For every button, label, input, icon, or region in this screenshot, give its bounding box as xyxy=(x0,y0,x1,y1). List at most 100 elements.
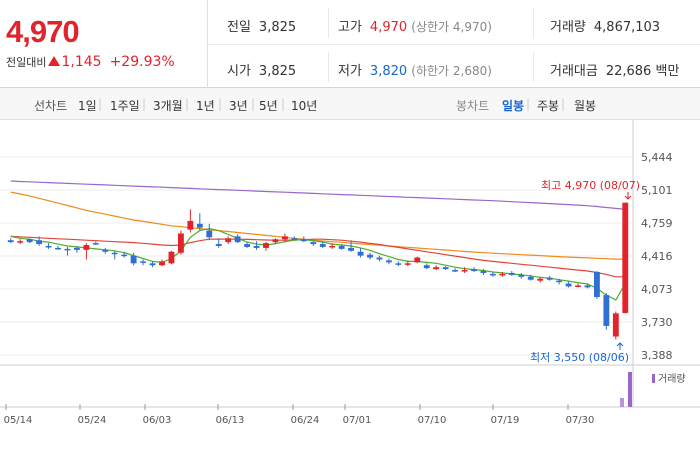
volume-legend-label: 거래량 xyxy=(658,373,686,385)
candle-body xyxy=(367,254,373,258)
stat-label: 전일 xyxy=(227,20,251,35)
divider xyxy=(533,8,534,38)
candle-body xyxy=(471,269,477,272)
candle-body xyxy=(508,272,515,275)
x-tick-label: 07/10 xyxy=(418,415,447,426)
candle-body xyxy=(584,285,591,288)
change-amount: 1,145 xyxy=(61,54,102,70)
separator: | xyxy=(526,97,531,111)
separator: | xyxy=(561,97,566,111)
candle-body xyxy=(225,238,232,243)
divider xyxy=(328,52,329,82)
y-tick-label: 3,388 xyxy=(641,349,673,362)
period-5y[interactable]: 5년 xyxy=(259,99,278,113)
price-header: 4,970 전일대비 1,145 +29.93% 전일 3,825 고가 4,970 (… xyxy=(0,0,700,88)
x-tick-label: 05/24 xyxy=(78,415,107,426)
ma20-line xyxy=(10,235,626,278)
candle-body xyxy=(414,257,421,263)
candle-body xyxy=(442,267,449,270)
stat-value: 4,867,103 xyxy=(593,20,661,35)
stat-sub: (상한가 4,970) xyxy=(411,20,492,34)
candle-body xyxy=(26,239,33,243)
candle-body xyxy=(612,313,619,337)
ma120-line xyxy=(10,180,626,210)
separator: | xyxy=(281,97,286,111)
x-tick-label: 07/01 xyxy=(343,415,372,426)
candle-body xyxy=(196,223,203,228)
candle-body xyxy=(499,273,506,276)
candle-body xyxy=(177,233,184,253)
separator: | xyxy=(98,97,103,111)
candle-body xyxy=(244,244,251,247)
candle-body xyxy=(281,236,288,240)
candle-body xyxy=(329,245,336,248)
candle-body xyxy=(348,247,355,251)
candle-body xyxy=(130,255,137,264)
candle-body xyxy=(357,251,364,256)
candle-daily[interactable]: 일봉 xyxy=(502,99,525,113)
x-tick-label: 07/30 xyxy=(566,415,595,426)
separator: | xyxy=(251,97,256,111)
candle-body xyxy=(45,245,52,248)
stat-value: 3,825 xyxy=(258,20,297,35)
stat-value: 3,825 xyxy=(258,64,297,79)
period-3m[interactable]: 3개월 xyxy=(153,99,183,113)
candle-body xyxy=(461,270,468,272)
period-10y[interactable]: 10년 xyxy=(291,99,318,113)
stat-volume: 거래량 4,867,103 xyxy=(550,16,660,60)
separator: | xyxy=(185,97,190,111)
candle-body xyxy=(622,202,629,313)
candle-body xyxy=(168,251,175,264)
candle-body xyxy=(319,244,326,247)
candle-body xyxy=(140,261,147,263)
candle-body xyxy=(73,247,80,250)
stat-label: 거래대금 xyxy=(550,64,598,79)
candle-body xyxy=(36,240,43,245)
stat-unit: 백만 xyxy=(655,64,680,79)
change-label: 전일대비 xyxy=(6,56,47,69)
high-arrow-icon xyxy=(624,192,632,200)
stat-value: 4,970 xyxy=(369,20,408,35)
divider xyxy=(328,8,329,38)
stat-value: 3,820 xyxy=(369,64,408,79)
candle-body xyxy=(593,271,600,298)
separator: | xyxy=(218,97,223,111)
candle-body xyxy=(433,267,440,270)
stat-open: 시가 3,825 xyxy=(227,60,296,104)
x-tick-label: 06/24 xyxy=(291,415,320,426)
period-1y[interactable]: 1년 xyxy=(196,99,215,113)
candle-body xyxy=(17,241,24,243)
candle-body xyxy=(310,242,317,245)
annotations: 최고 4,970 (08/07) 최저 3,550 (08/06) xyxy=(530,179,640,364)
candle-body xyxy=(215,244,222,246)
candle-body xyxy=(603,295,610,326)
stat-label: 고가 xyxy=(338,20,362,35)
candle-body xyxy=(111,252,118,255)
candle-body xyxy=(272,239,279,243)
up-arrow-icon xyxy=(48,56,61,66)
current-price: 4,970 xyxy=(6,14,80,49)
period-1w[interactable]: 1주일 xyxy=(110,99,140,113)
chart-toolbar: 선차트 1일 | 1주일 | 3개월 | 1년 | 3년 | 5년 | 10년 … xyxy=(0,88,700,120)
candle-body xyxy=(452,270,459,272)
high-annotation: 최고 4,970 (08/07) xyxy=(541,179,640,192)
candle-body xyxy=(565,283,572,287)
candle-body xyxy=(55,247,61,250)
period-1d[interactable]: 1일 xyxy=(78,99,97,113)
candle-weekly[interactable]: 주봉 xyxy=(537,99,560,113)
candle-body xyxy=(376,257,383,260)
chart-background xyxy=(0,120,700,450)
candle-body xyxy=(300,239,307,242)
stat-trade-amount: 거래대금 22,686 백만 xyxy=(550,60,679,104)
candles xyxy=(7,202,629,340)
candle-body xyxy=(395,263,402,265)
candle-body xyxy=(206,230,213,238)
volume-legend-swatch xyxy=(652,374,655,383)
period-3y[interactable]: 3년 xyxy=(229,99,248,113)
x-tick-label: 06/03 xyxy=(143,415,172,426)
y-axis: 5,444 5,101 4,759 4,416 4,073 3,730 3,388 xyxy=(641,151,673,362)
candle-body xyxy=(102,249,109,252)
candle-body xyxy=(527,276,534,280)
candle-body xyxy=(253,245,260,248)
candle-monthly[interactable]: 월봉 xyxy=(574,99,597,113)
